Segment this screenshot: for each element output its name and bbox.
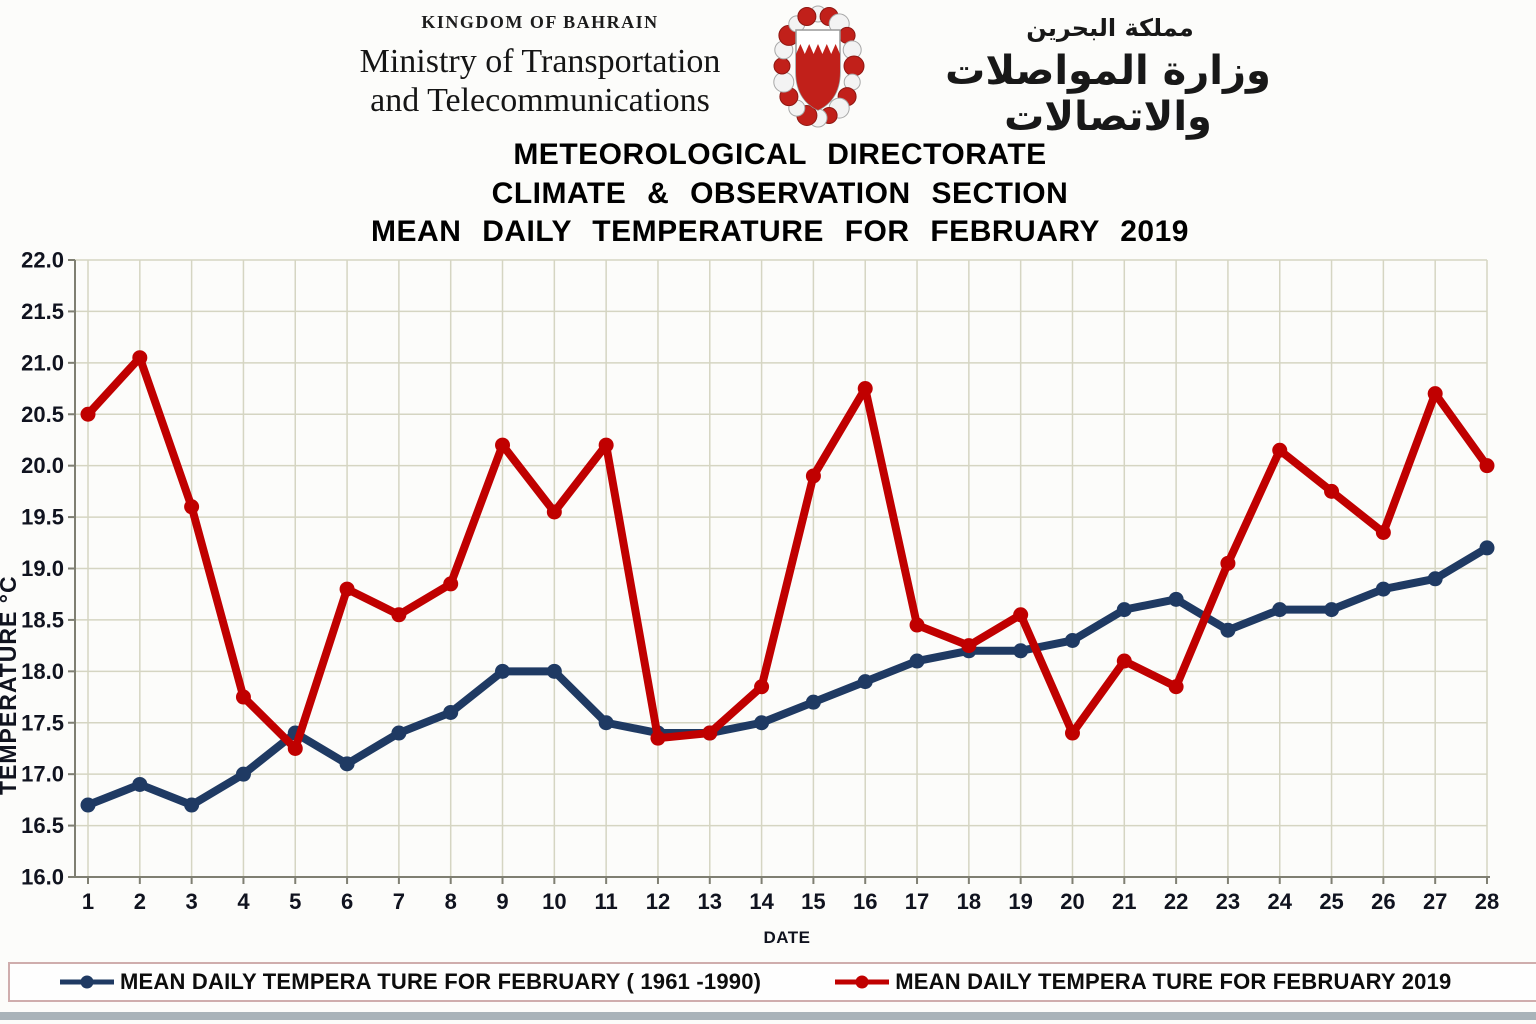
svg-text:21.0: 21.0 bbox=[21, 350, 64, 375]
svg-text:1: 1 bbox=[82, 889, 94, 914]
svg-text:10: 10 bbox=[542, 889, 566, 914]
svg-text:24: 24 bbox=[1267, 889, 1292, 914]
kingdom-title: KINGDOM OF BAHRAIN bbox=[421, 12, 659, 32]
svg-text:13: 13 bbox=[698, 889, 722, 914]
svg-text:18: 18 bbox=[957, 889, 981, 914]
chart-title-line1: METEOROLOGICAL DIRECTORATE bbox=[513, 138, 1047, 171]
svg-text:12: 12 bbox=[646, 889, 670, 914]
legend-item-2019: MEAN DAILY TEMPERA TURE FOR FEBRUARY 201… bbox=[833, 969, 1451, 995]
arabic-kingdom-title: مملكة البحرين bbox=[1026, 14, 1194, 42]
red-line-marker-icon bbox=[835, 975, 890, 989]
svg-text:22: 22 bbox=[1164, 889, 1188, 914]
svg-text:25: 25 bbox=[1319, 889, 1343, 914]
svg-text:20.5: 20.5 bbox=[21, 402, 64, 427]
bahrain-coat-of-arms-icon bbox=[773, 5, 865, 128]
svg-text:20.0: 20.0 bbox=[21, 453, 64, 478]
ministry-name-line2: and Telecommunications bbox=[370, 82, 710, 119]
svg-text:8: 8 bbox=[445, 889, 457, 914]
svg-text:18.5: 18.5 bbox=[21, 607, 64, 632]
legend-label-2019: MEAN DAILY TEMPERA TURE FOR FEBRUARY 201… bbox=[895, 969, 1452, 994]
svg-text:26: 26 bbox=[1371, 889, 1395, 914]
svg-text:22.0: 22.0 bbox=[21, 248, 64, 273]
chart-title-line2: CLIMATE & OBSERVATION SECTION bbox=[491, 177, 1069, 210]
svg-text:27: 27 bbox=[1423, 889, 1447, 914]
arabic-ministry-title: وزارة المواصلات والاتصالات bbox=[945, 48, 1271, 140]
chart-legend: MEAN DAILY TEMPERA TURE FOR FEBRUARY ( 1… bbox=[8, 962, 1536, 1002]
svg-text:9: 9 bbox=[496, 889, 508, 914]
svg-text:18.0: 18.0 bbox=[21, 659, 64, 684]
x-axis-title: DATE bbox=[763, 928, 811, 947]
svg-text:15: 15 bbox=[801, 889, 825, 914]
svg-text:11: 11 bbox=[595, 889, 618, 914]
svg-text:16.0: 16.0 bbox=[21, 865, 64, 890]
chart-title-line3: MEAN DAILY TEMPERATURE FOR FEBRUARY 2019 bbox=[371, 215, 1189, 248]
svg-text:19.0: 19.0 bbox=[21, 556, 64, 581]
svg-text:7: 7 bbox=[393, 889, 405, 914]
svg-text:4: 4 bbox=[237, 889, 250, 914]
svg-text:3: 3 bbox=[186, 889, 198, 914]
bottom-window-edge bbox=[0, 1012, 1536, 1020]
svg-text:20: 20 bbox=[1060, 889, 1084, 914]
svg-text:21.5: 21.5 bbox=[21, 299, 64, 324]
svg-text:21: 21 bbox=[1112, 889, 1136, 914]
svg-text:17.5: 17.5 bbox=[21, 710, 64, 735]
svg-text:17: 17 bbox=[905, 889, 929, 914]
blue-line-marker-icon bbox=[60, 975, 114, 989]
svg-text:16.5: 16.5 bbox=[21, 813, 64, 838]
svg-text:19: 19 bbox=[1008, 889, 1032, 914]
y-axis-title: TEMPERATURE °C bbox=[0, 575, 21, 795]
svg-text:19.5: 19.5 bbox=[21, 505, 64, 530]
svg-text:16: 16 bbox=[853, 889, 877, 914]
ministry-name-line1: Ministry of Transportation bbox=[359, 43, 721, 80]
svg-text:17.0: 17.0 bbox=[21, 762, 64, 787]
legend-item-normals: MEAN DAILY TEMPERA TURE FOR FEBRUARY ( 1… bbox=[58, 969, 761, 995]
svg-text:5: 5 bbox=[289, 889, 301, 914]
svg-text:2: 2 bbox=[134, 889, 146, 914]
svg-text:6: 6 bbox=[341, 889, 353, 914]
ministry-name: Ministry of Transportation and Telecommu… bbox=[140, 42, 940, 120]
svg-text:28: 28 bbox=[1475, 889, 1499, 914]
svg-text:23: 23 bbox=[1216, 889, 1240, 914]
svg-text:14: 14 bbox=[749, 889, 774, 914]
legend-label-normals: MEAN DAILY TEMPERA TURE FOR FEBRUARY ( 1… bbox=[120, 969, 762, 994]
